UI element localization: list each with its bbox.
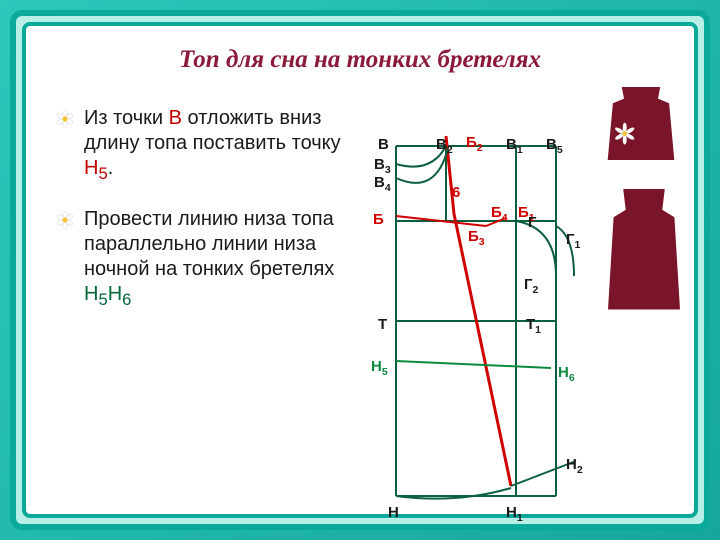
paragraph: Провести линию низа топа параллельно лин… <box>56 207 346 311</box>
point-label: Н <box>388 504 399 521</box>
title-text: Топ для сна на тонких бретелях <box>179 46 541 73</box>
point-label: Н6 <box>558 364 575 384</box>
point-label: В1 <box>506 136 523 156</box>
flower-bullet-icon <box>56 110 74 128</box>
frame-outer: Топ для сна на тонких бретелях Из точки … <box>0 0 720 540</box>
pattern-diagram: ВВ2Б2В1В5В3В46ББ4Б1Б3ГГ1Г2ТТ1Н5Н6Н2НН1 <box>376 116 606 516</box>
point-label: В2 <box>436 136 453 156</box>
body-text: Из точки В отложить вниз длину топа пост… <box>56 106 346 333</box>
point-label: 6 <box>452 184 460 201</box>
garment-thumb-1 <box>604 84 678 164</box>
point-label: Н5 <box>371 358 388 378</box>
point-label: Б <box>373 211 384 228</box>
frame-mid: Топ для сна на тонких бретелях Из точки … <box>10 10 710 530</box>
point-label: Т1 <box>526 316 541 336</box>
point-label: В3 <box>374 156 391 176</box>
flower-bullet-icon <box>56 211 74 229</box>
paragraph: Из точки В отложить вниз длину топа пост… <box>56 106 346 185</box>
page-title: Топ для сна на тонких бретелях <box>26 46 694 74</box>
point-label: Г1 <box>566 231 580 251</box>
point-label: В5 <box>546 136 563 156</box>
point-label: Н1 <box>506 504 523 524</box>
point-label: Н2 <box>566 456 583 476</box>
point-label: Г <box>528 214 537 231</box>
frame-inner: Топ для сна на тонких бретелях Из точки … <box>22 22 698 518</box>
point-label: В <box>378 136 389 153</box>
point-label: Б4 <box>491 204 508 224</box>
point-label: Б2 <box>466 134 483 154</box>
point-label: Т <box>378 316 387 333</box>
point-label: Б3 <box>468 228 485 248</box>
point-label: Г2 <box>524 276 538 296</box>
point-label: В4 <box>374 174 391 194</box>
garment-thumb-2 <box>604 186 684 316</box>
